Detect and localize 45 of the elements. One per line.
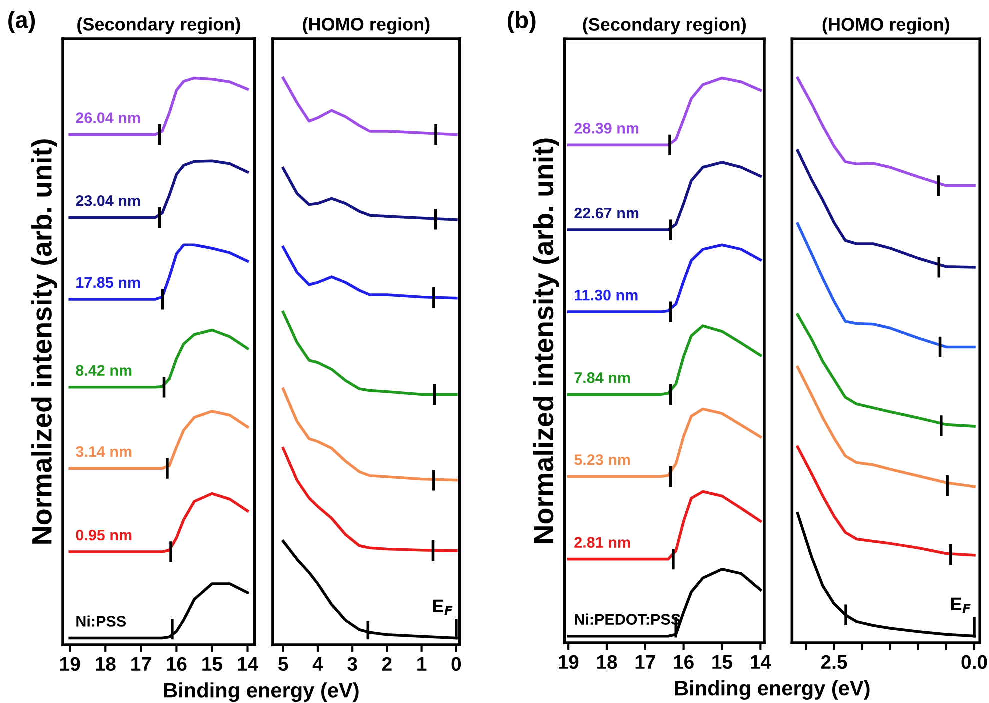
series-label: 22.67 nm — [574, 208, 639, 219]
annotation: E$_{F}$ — [951, 598, 971, 614]
y-axis-title: Normalized intensity (arb. unit) — [32, 140, 58, 544]
series-label: 8.42 nm — [76, 365, 132, 376]
x-tick-label: 4 — [312, 658, 324, 671]
series-label: 23.04 nm — [76, 196, 140, 206]
chart-title: (Secondary region) — [78, 18, 240, 35]
x-tick-label: 2.5 — [821, 655, 848, 670]
series-label: 0.95 nm — [76, 530, 132, 541]
x-axis-title: Binding energy (eV) — [164, 682, 359, 702]
y-axis-title: Normalized intensity (arb. unit) — [533, 138, 560, 543]
chart-title: (HOMO region) — [303, 18, 430, 35]
x-tick-label: 0.0 — [962, 655, 988, 670]
x-tick-label: 16 — [674, 655, 694, 670]
x-tick-label: 17 — [636, 656, 656, 669]
x-tick-label: 5 — [278, 658, 288, 672]
x-tick-label: 15 — [712, 656, 733, 670]
x-tick-label: 0 — [452, 657, 462, 672]
annotation: E$_{F}$ — [433, 600, 453, 616]
text: (b) — [508, 11, 536, 34]
series-label: Ni:PSS — [76, 616, 126, 627]
text: (a) — [8, 11, 36, 34]
series-label: 7.84 nm — [574, 372, 630, 384]
x-tick-label: 14 — [751, 656, 772, 669]
chart-title: (Secondary region) — [583, 18, 746, 35]
series-label: 28.39 nm — [574, 123, 639, 134]
series-label: 26.04 nm — [76, 112, 140, 124]
x-axis-title: Binding energy (eV) — [675, 680, 870, 700]
x-tick-label: 15 — [202, 658, 222, 672]
x-tick-label: 16 — [167, 657, 187, 672]
chart-title: (HOMO region) — [822, 18, 950, 35]
x-tick-label: 18 — [597, 655, 618, 670]
series-label: 17.85 nm — [76, 277, 140, 288]
x-tick-label: 1 — [418, 658, 427, 671]
series-label: 2.81 nm — [574, 537, 630, 548]
x-tick-label: 19 — [60, 657, 80, 672]
series-label: 3.14 nm — [76, 446, 132, 458]
x-tick-label: 3 — [348, 657, 358, 672]
x-tick-label: 14 — [238, 658, 258, 671]
series-label: 11.30 nm — [575, 290, 638, 301]
x-tick-label: 19 — [558, 655, 579, 670]
x-tick-label: 17 — [132, 658, 152, 671]
series-label: 5.23 nm — [574, 454, 630, 466]
x-tick-label: 18 — [96, 657, 116, 672]
x-tick-label: 2 — [382, 657, 392, 671]
